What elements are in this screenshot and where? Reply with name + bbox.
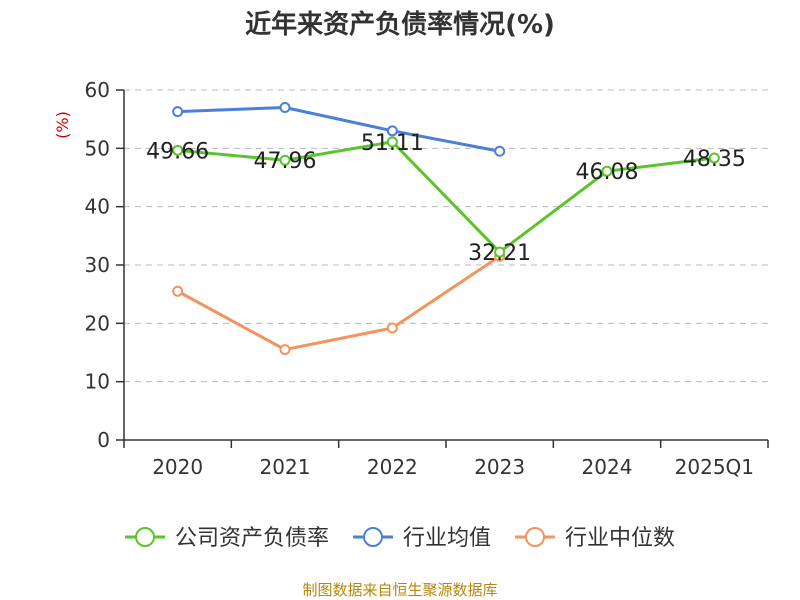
data-point bbox=[172, 106, 184, 118]
data-point bbox=[494, 246, 506, 258]
data-label: 51.11 bbox=[361, 131, 424, 156]
data-label-layer: 49.66 47.96 51.11 32.21 46.08 48.35 bbox=[146, 131, 746, 266]
y-tick-label: 50 bbox=[85, 136, 110, 160]
series-layer bbox=[172, 102, 720, 356]
y-tick-label: 10 bbox=[85, 370, 110, 394]
data-point bbox=[279, 344, 291, 356]
x-tick-label: 2020 bbox=[152, 455, 203, 479]
data-point bbox=[494, 145, 506, 157]
data-point bbox=[601, 165, 613, 177]
axis-layer: 0 10 20 30 40 50 60 2020 2021 2022 2023 2024 2025Q1 bbox=[85, 78, 769, 479]
x-tick-label: 2023 bbox=[474, 455, 525, 479]
y-tick-label: 40 bbox=[85, 195, 110, 219]
series-line bbox=[177, 106, 500, 153]
data-label: 48.35 bbox=[683, 147, 746, 172]
series-line bbox=[176, 255, 501, 352]
source-note: 制图数据来自恒生聚源数据库 bbox=[302, 581, 497, 599]
legend-label: 公司资产负债率 bbox=[175, 526, 329, 551]
x-tick-label: 2021 bbox=[260, 455, 311, 479]
data-point bbox=[279, 102, 291, 113]
data-point bbox=[386, 322, 398, 334]
data-point bbox=[386, 136, 398, 148]
y-axis-unit: (%) bbox=[53, 111, 72, 139]
x-tick-label: 2024 bbox=[582, 455, 633, 479]
y-tick-label: 0 bbox=[97, 428, 110, 452]
legend-label: 行业中位数 bbox=[565, 526, 675, 551]
data-point bbox=[172, 285, 184, 297]
data-point bbox=[279, 154, 291, 166]
data-label: 49.66 bbox=[146, 139, 209, 164]
grid-layer bbox=[124, 89, 768, 383]
x-tick-label: 2025Q1 bbox=[675, 455, 754, 479]
y-tick-label: 20 bbox=[85, 311, 110, 335]
data-label: 32.21 bbox=[468, 241, 531, 266]
chart-title: 近年来资产负债率情况(%) bbox=[245, 9, 555, 40]
data-point bbox=[708, 152, 720, 164]
data-point bbox=[386, 125, 398, 137]
series-line bbox=[177, 140, 715, 254]
legend-marker bbox=[363, 527, 383, 547]
data-point bbox=[172, 144, 184, 156]
x-tick-label: 2022 bbox=[367, 455, 418, 479]
y-tick-label: 30 bbox=[85, 253, 110, 277]
legend-label: 行业均值 bbox=[403, 526, 491, 551]
y-tick-label: 60 bbox=[85, 78, 110, 102]
data-label: 46.08 bbox=[576, 160, 639, 185]
data-label: 47.96 bbox=[254, 149, 317, 174]
legend-marker bbox=[525, 527, 545, 547]
legend-marker bbox=[135, 527, 155, 547]
legend: 公司资产负债率 行业均值 行业中位数 bbox=[125, 526, 675, 551]
